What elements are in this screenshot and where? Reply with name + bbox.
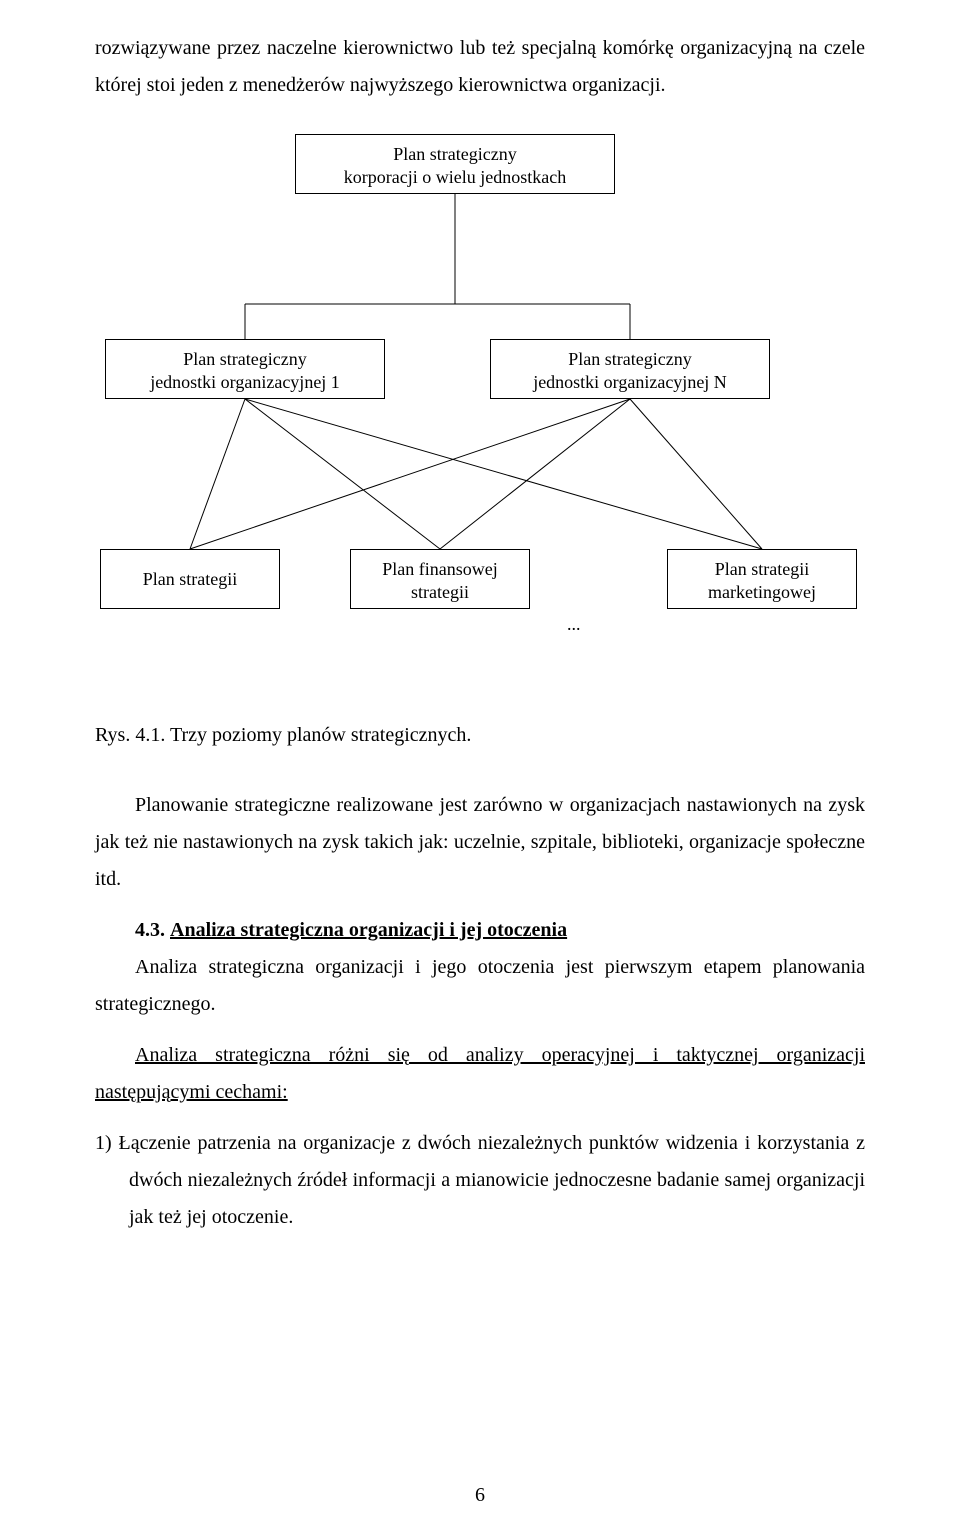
org-hierarchy-diagram: Plan strategiczny korporacji o wielu jed… bbox=[95, 134, 865, 674]
body-paragraph: Analiza strategiczna organizacji i jego … bbox=[95, 949, 865, 1023]
node-line: Plan strategiczny bbox=[393, 144, 516, 164]
intro-paragraph: rozwiązywane przez naczelne kierownictwo… bbox=[95, 30, 865, 104]
node-line: Plan strategiczny bbox=[568, 349, 691, 369]
node-line: Plan finansowej bbox=[382, 559, 497, 579]
body-paragraph: Planowanie strategiczne realizowane jest… bbox=[95, 787, 865, 898]
heading-text: Analiza strategiczna organizacji i jej o… bbox=[170, 919, 567, 941]
node-line: Plan strategii bbox=[143, 569, 237, 589]
list-item-1: 1) Łączenie patrzenia na organizacje z d… bbox=[95, 1125, 865, 1236]
diagram-node-top: Plan strategiczny korporacji o wielu jed… bbox=[295, 134, 615, 194]
diagram-node-mid-n: Plan strategiczny jednostki organizacyjn… bbox=[490, 339, 770, 399]
diagram-ellipsis: ... bbox=[567, 614, 581, 635]
document-page: rozwiązywane przez naczelne kierownictwo… bbox=[0, 0, 960, 1537]
node-line: jednostki organizacyjnej 1 bbox=[150, 372, 340, 392]
node-line: marketingowej bbox=[708, 582, 816, 602]
node-line: Plan strategii bbox=[715, 559, 809, 579]
diagram-node-bot-2: Plan finansowej strategii bbox=[350, 549, 530, 609]
node-line: strategii bbox=[411, 582, 469, 602]
heading-number: 4.3. bbox=[135, 919, 165, 941]
diagram-node-bot-1: Plan strategii bbox=[100, 549, 280, 609]
list-number: 1) bbox=[95, 1132, 112, 1154]
node-line: jednostki organizacyjnej N bbox=[533, 372, 727, 392]
body-paragraph-underlined: Analiza strategiczna różni się od analiz… bbox=[95, 1037, 865, 1111]
section-heading: 4.3. Analiza strategiczna organizacji i … bbox=[95, 912, 865, 949]
node-line: korporacji o wielu jednostkach bbox=[344, 167, 566, 187]
page-number: 6 bbox=[0, 1484, 960, 1507]
list-text: Łączenie patrzenia na organizacje z dwóc… bbox=[119, 1132, 866, 1228]
diagram-node-bot-3: Plan strategii marketingowej bbox=[667, 549, 857, 609]
figure-caption: Rys. 4.1. Trzy poziomy planów strategicz… bbox=[95, 724, 865, 747]
diagram-node-mid-1: Plan strategiczny jednostki organizacyjn… bbox=[105, 339, 385, 399]
node-line: Plan strategiczny bbox=[183, 349, 306, 369]
